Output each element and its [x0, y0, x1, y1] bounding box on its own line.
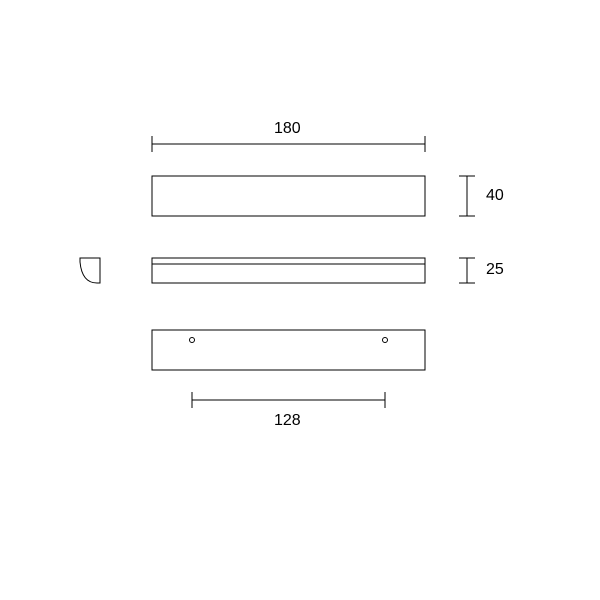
- dim-line-bottom-128: [192, 392, 385, 408]
- bottom-view: [152, 330, 425, 370]
- dim-line-top-width: [152, 136, 425, 152]
- dim-line-right-40: [459, 176, 475, 216]
- dim-label-hole-spacing: 128: [274, 412, 301, 430]
- top-view: [152, 176, 425, 216]
- dim-label-height-25: 25: [486, 261, 504, 279]
- dim-line-right-25: [459, 258, 475, 283]
- mounting-hole-left: [190, 338, 195, 343]
- side-profile-view: [80, 258, 100, 283]
- technical-drawing-canvas: [0, 0, 600, 600]
- dim-label-width: 180: [274, 120, 301, 138]
- dim-label-height-40: 40: [486, 187, 504, 205]
- mounting-hole-right: [383, 338, 388, 343]
- front-view: [152, 258, 425, 283]
